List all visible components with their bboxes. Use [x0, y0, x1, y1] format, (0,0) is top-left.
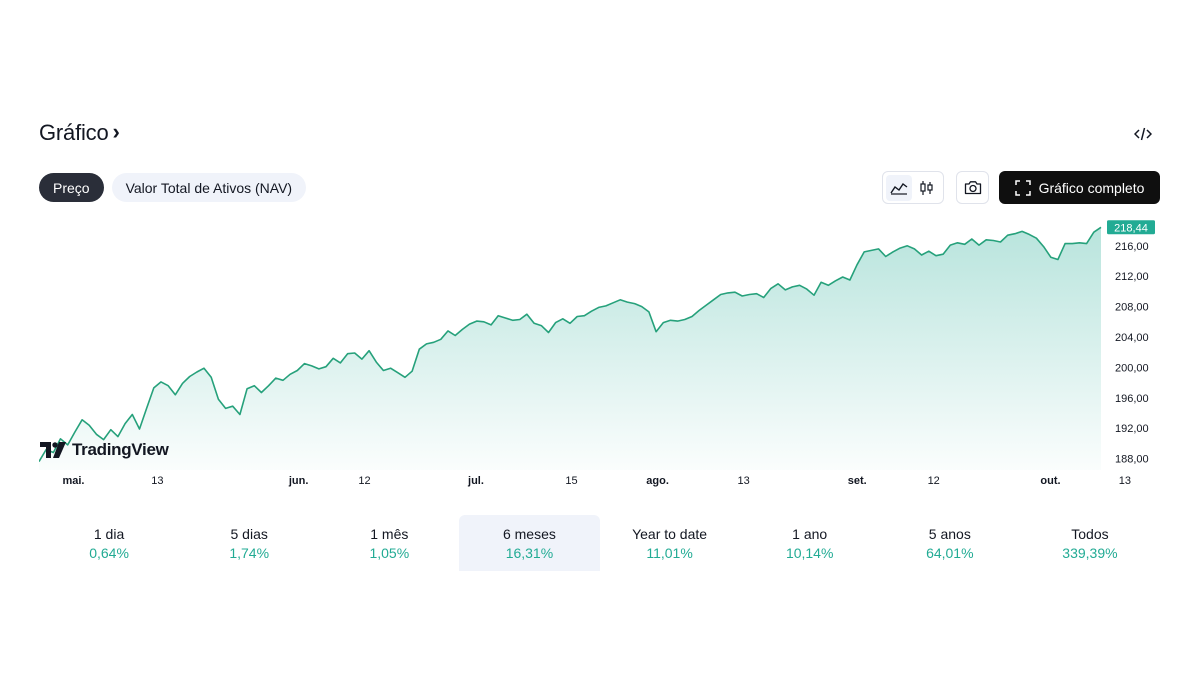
period-5d[interactable]: 5 dias 1,74% — [179, 515, 319, 571]
chart-section-title[interactable]: Gráfico › — [39, 120, 120, 146]
period-change: 0,64% — [89, 544, 129, 561]
period-change: 1,05% — [369, 544, 410, 561]
line-chart-icon — [890, 182, 908, 195]
price-axis: 216,00 212,00 208,00 204,00 200,00 196,00 192,… — [1107, 220, 1155, 466]
time-axis-tick: set. — [848, 475, 867, 487]
period-6m[interactable]: 6 meses 16,31% — [459, 515, 600, 571]
time-axis-tick: 13 — [1119, 475, 1131, 487]
time-axis-tick: 12 — [358, 475, 370, 487]
candles-icon — [920, 180, 933, 195]
period-label: 1 dia — [93, 525, 125, 542]
camera-icon — [964, 181, 981, 195]
chart-style-toggle — [882, 171, 944, 204]
plot-area — [39, 226, 1102, 470]
period-change: 11,01% — [646, 544, 693, 561]
price-axis-tick: 216,00 — [1115, 241, 1149, 253]
period-change: 1,74% — [229, 544, 270, 561]
time-axis-tick: 13 — [151, 475, 163, 487]
chevron-right-icon: › — [112, 119, 120, 144]
performance-periods: 1 dia 0,64% 5 dias 1,74% 1 mês 1,05% 6 m… — [39, 515, 1160, 571]
period-5y[interactable]: 5 anos 64,01% — [880, 515, 1020, 571]
period-all[interactable]: Todos 339,39% — [1020, 515, 1160, 571]
tab-nav[interactable]: Valor Total de Ativos (NAV) — [111, 173, 307, 202]
price-axis-tick: 200,00 — [1115, 362, 1149, 374]
price-axis-tick: 188,00 — [1115, 454, 1149, 466]
time-axis-tick: mai. — [62, 475, 84, 487]
embed-code-button[interactable] — [1128, 122, 1158, 146]
price-axis-tick: 196,00 — [1115, 393, 1149, 405]
period-change: 339,39% — [1062, 544, 1118, 561]
period-label: 1 mês — [370, 525, 409, 542]
price-axis-tick: 204,00 — [1115, 332, 1149, 344]
time-axis-tick: jun. — [288, 475, 309, 487]
period-label: 1 ano — [792, 525, 828, 542]
period-1d[interactable]: 1 dia 0,64% — [39, 515, 179, 571]
last-price-badge — [1107, 220, 1155, 235]
candles-button[interactable] — [914, 175, 940, 201]
price-area-fill — [39, 227, 1101, 470]
fullscreen-icon — [1014, 179, 1031, 196]
period-ytd[interactable]: Year to date 11,01% — [600, 515, 740, 571]
snapshot-button[interactable] — [956, 171, 989, 204]
period-1y[interactable]: 1 ano 10,14% — [740, 515, 880, 571]
period-change: 64,01% — [926, 544, 974, 561]
time-axis-tick: 15 — [565, 475, 577, 487]
period-label: Year to date — [632, 525, 708, 542]
time-axis-tick: out. — [1040, 475, 1060, 487]
code-icon — [1134, 127, 1152, 141]
period-change: 16,31% — [505, 544, 554, 561]
line-chart-button[interactable] — [886, 174, 912, 201]
price-axis-tick: 192,00 — [1115, 423, 1149, 435]
tradingview-logo-icon — [40, 442, 66, 458]
price-series-line — [39, 226, 1102, 463]
last-price-label: 218,44 — [1114, 222, 1148, 234]
tradingview-logo-text: TradingView — [72, 440, 169, 459]
price-chart[interactable]: 216,00 212,00 208,00 204,00 200,00 196,00 192,… — [39, 220, 1160, 495]
period-label: 5 dias — [230, 525, 268, 542]
period-label: 6 meses — [502, 525, 556, 542]
time-axis-tick: ago. — [646, 475, 669, 487]
price-axis-tick: 208,00 — [1115, 302, 1149, 314]
period-label: Todos — [1071, 525, 1109, 542]
tab-price[interactable]: Preço — [39, 173, 104, 202]
tradingview-logo[interactable]: TradingView — [40, 440, 169, 460]
chart-type-tabs: Preço Valor Total de Ativos (NAV) — [39, 173, 307, 202]
time-axis-tick: 12 — [928, 475, 940, 487]
full-chart-label: Gráfico completo — [1038, 179, 1145, 196]
period-1m[interactable]: 1 mês 1,05% — [319, 515, 459, 571]
time-axis-tick: 13 — [737, 475, 749, 487]
page-title[interactable]: Gráfico — [39, 120, 109, 145]
time-axis-tick: jul. — [467, 475, 484, 487]
price-axis-tick: 212,00 — [1115, 271, 1149, 283]
period-label: 5 anos — [928, 525, 971, 542]
full-chart-button[interactable]: Gráfico completo — [999, 171, 1160, 204]
period-change: 10,14% — [785, 544, 834, 561]
